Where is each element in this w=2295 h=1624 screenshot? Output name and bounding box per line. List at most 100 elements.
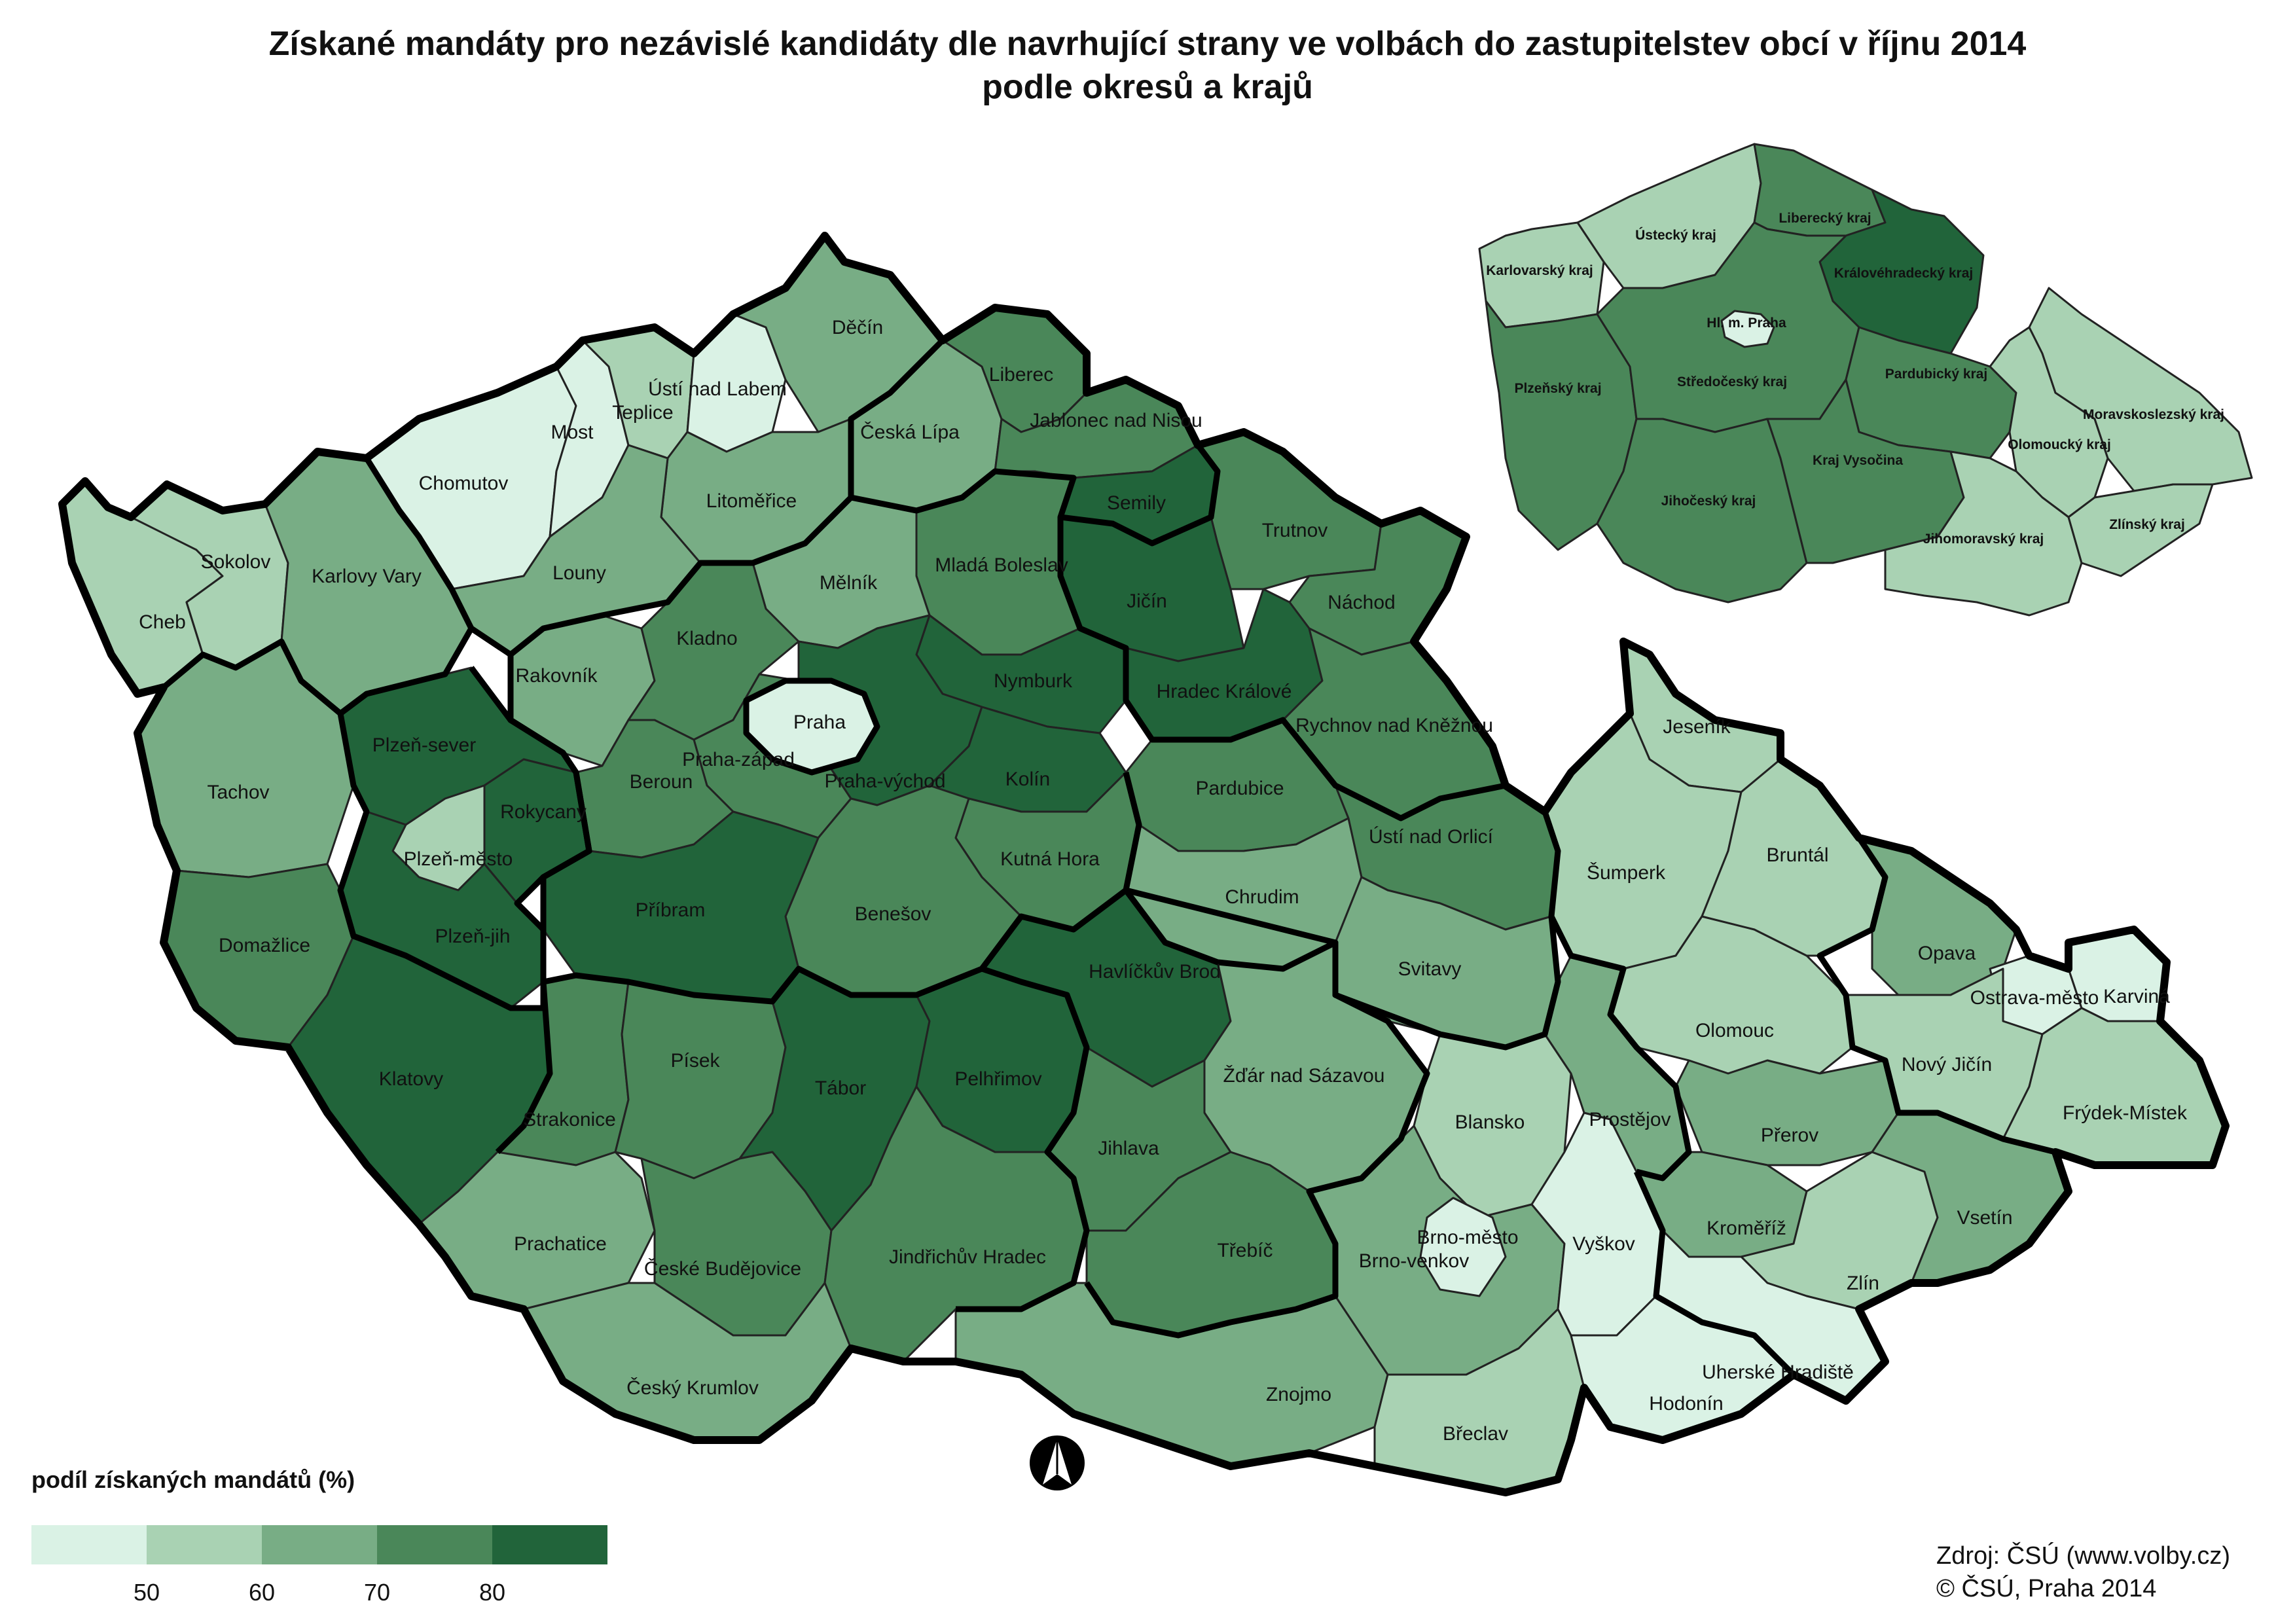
district-prerov	[1674, 1059, 1900, 1166]
label-tachov: Tachov	[207, 782, 269, 803]
label-ceska-lipa: Česká Lípa	[860, 421, 960, 443]
kraj-border-vysocina	[979, 887, 1430, 1339]
inset-label-liberecky: Liberecký kraj	[1779, 211, 1871, 226]
label-jihlava: Jihlava	[1098, 1138, 1159, 1159]
label-klatovy: Klatovy	[379, 1068, 443, 1090]
label-prostejov: Prostějov	[1589, 1109, 1671, 1130]
label-semily: Semily	[1107, 492, 1166, 514]
kraj-border-jihocesky	[495, 965, 1090, 1312]
label-jablonec: Jablonec nad Nisou	[1030, 410, 1202, 431]
label-praha-vychod: Praha-východ	[824, 770, 945, 792]
label-kladno: Kladno	[676, 628, 737, 649]
label-pardubice: Pardubice	[1195, 778, 1284, 799]
legend-swatch-3	[262, 1525, 377, 1564]
inset-label-jihomoravsky: Jihomoravský kraj	[1923, 532, 2044, 547]
label-ostrava: Ostrava-město	[1970, 987, 2099, 1009]
label-pribram: Příbram	[636, 899, 706, 921]
label-cesky-krumlov: Český Krumlov	[626, 1377, 759, 1399]
label-bruntal: Bruntál	[1766, 844, 1828, 866]
label-chomutov: Chomutov	[419, 473, 509, 494]
label-novy-jicin: Nový Jičín	[1902, 1054, 1992, 1075]
inset-labels: Karlovarský kraj Ústecký kraj Liberecký …	[1486, 211, 2224, 547]
label-opava: Opava	[1918, 943, 1976, 964]
kraj-border-ustecky	[469, 338, 945, 658]
label-blansko: Blansko	[1455, 1111, 1525, 1133]
label-nymburk: Nymburk	[994, 670, 1073, 692]
label-kolin: Kolín	[1005, 768, 1050, 790]
inset-praha	[1720, 310, 1775, 348]
label-znojmo: Znojmo	[1266, 1384, 1331, 1405]
kraj-border-praha	[743, 677, 880, 776]
label-kromeriz: Kroměříž	[1707, 1218, 1786, 1239]
label-karvina: Karviná	[2103, 986, 2170, 1007]
label-frydek-mistek: Frýdek-Místek	[2063, 1102, 2188, 1124]
label-cheb: Cheb	[139, 611, 186, 633]
label-louny: Louny	[552, 562, 606, 584]
label-most: Most	[551, 422, 594, 443]
label-liberec: Liberec	[989, 364, 1053, 386]
inset-zlinsky	[2067, 483, 2214, 577]
label-rychnov: Rychnov nad Kněžnou	[1295, 715, 1493, 736]
inset-label-karlovarsky: Karlovarský kraj	[1486, 263, 1593, 278]
source-line2: © ČSÚ, Praha 2014	[1936, 1575, 2157, 1602]
label-jindrichuv-hradec: Jindřichův Hradec	[889, 1246, 1046, 1268]
label-chrudim: Chrudim	[1225, 886, 1299, 908]
district-labels: Cheb Sokolov Karlovy Vary Chomutov Most …	[139, 317, 2188, 1445]
label-rakovnik: Rakovník	[515, 665, 598, 687]
inset-label-karlovarsky-text: Karlovarský kraj	[1486, 263, 1593, 278]
label-jesenik: Jeseník	[1663, 716, 1731, 738]
label-litomerice: Litoměřice	[706, 490, 797, 512]
label-plzen-mesto: Plzeň-město	[404, 848, 513, 870]
legend-tick-50: 50	[133, 1579, 160, 1606]
kraj-borders	[162, 338, 2072, 1404]
kraj-border-olomoucky	[1548, 914, 1692, 1182]
label-teplice: Teplice	[612, 402, 673, 424]
inset-label-olomoucky: Olomoucký kraj	[2008, 437, 2111, 452]
kraj-border-pardubicky	[1123, 771, 1561, 1051]
label-prerov: Přerov	[1761, 1125, 1818, 1146]
label-domazlice: Domažlice	[219, 935, 310, 956]
label-breclav: Břeclav	[1443, 1423, 1508, 1445]
inset-label-ustecky: Ústecký kraj	[1635, 227, 1716, 243]
label-zlin: Zlín	[1847, 1272, 1879, 1294]
legend-swatch-4	[377, 1525, 492, 1564]
label-usti-nad-orlici: Ústí nad Orlicí	[1369, 826, 1494, 848]
inset-label-pardubicky: Pardubický kraj	[1885, 367, 1987, 382]
label-uherske-hradiste: Uherské Hradiště	[1702, 1362, 1854, 1383]
kraj-border-kralovehradecky	[1057, 517, 1506, 821]
label-zdar: Žďár nad Sázavou	[1223, 1065, 1385, 1087]
map-title: Získané mandáty pro nezávislé kandidáty …	[0, 22, 2295, 109]
inset-label-vysocina: Kraj Vysočina	[1813, 453, 1903, 468]
country-outline	[58, 232, 2230, 1496]
label-olomouc: Olomouc	[1695, 1020, 1774, 1041]
inset-label-plzensky: Plzeňský kraj	[1514, 381, 1601, 396]
label-hradec-kralove: Hradec Králové	[1157, 681, 1292, 702]
inset-kraje-map: Karlovarský kraj Ústecký kraj Liberecký …	[1478, 143, 2253, 617]
north-arrow-icon	[1030, 1435, 1085, 1490]
legend-swatch-1	[31, 1525, 147, 1564]
label-vyskov: Vyškov	[1572, 1233, 1635, 1255]
label-vsetin: Vsetín	[1957, 1207, 2012, 1229]
label-strakonice: Strakonice	[523, 1109, 616, 1130]
legend-tick-70: 70	[363, 1579, 391, 1606]
legend-swatch-2	[147, 1525, 262, 1564]
label-rokycany: Rokycany	[500, 801, 587, 823]
district-brno-mesto	[1419, 1197, 1507, 1297]
label-tabor: Tábor	[815, 1077, 866, 1099]
legend-tick-60: 60	[248, 1579, 276, 1606]
label-benesov: Benešov	[855, 903, 931, 925]
label-jicin: Jičín	[1127, 590, 1167, 612]
label-decin: Děčín	[832, 317, 883, 338]
map-title-line2: podle okresů a krajů	[982, 68, 1313, 106]
inset-label-jihocesky: Jihočeský kraj	[1661, 494, 1756, 509]
inset-label-zlinsky: Zlínský kraj	[2109, 517, 2185, 532]
label-pisek: Písek	[670, 1050, 720, 1072]
label-kutna-hora: Kutná Hora	[1000, 848, 1100, 870]
label-prachatice: Prachatice	[514, 1233, 607, 1255]
inset-moravskoslezsky	[2028, 287, 2253, 492]
label-havlickuv-brod: Havlíčkův Brod	[1089, 961, 1221, 983]
legend-tick-80: 80	[479, 1579, 506, 1606]
label-beroun: Beroun	[630, 771, 693, 793]
label-karlovy-vary: Karlovy Vary	[312, 566, 422, 587]
